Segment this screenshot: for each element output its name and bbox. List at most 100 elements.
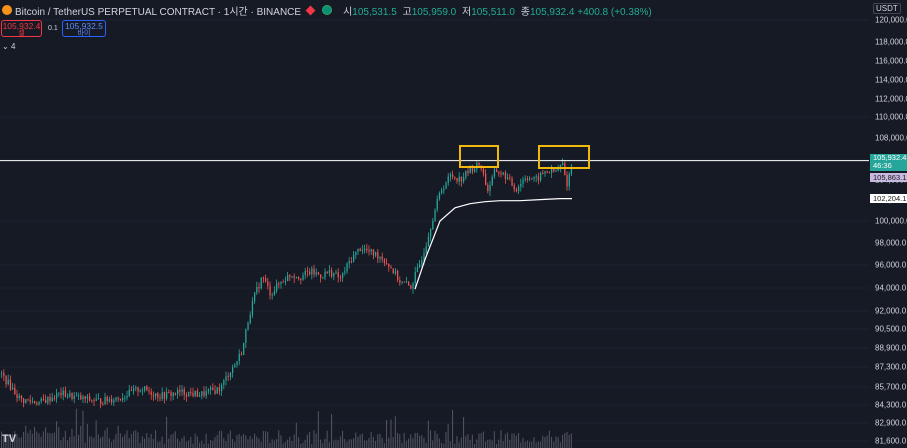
volume-bar — [337, 440, 339, 448]
chart-header: Bitcoin / TetherUS PERPETUAL CONTRACT · … — [0, 0, 652, 20]
buy-button[interactable]: 105,932.5 바이 — [62, 20, 106, 37]
candle-body — [513, 185, 515, 190]
buy-label: 바이 — [77, 30, 91, 37]
price-axis-tick: 110,000.0 — [875, 112, 907, 122]
volume-bar — [535, 442, 537, 448]
volume-bar — [564, 432, 566, 448]
volume-bar — [152, 438, 154, 448]
volume-bar — [309, 431, 311, 448]
volume-bar — [16, 433, 18, 448]
candle-body — [210, 387, 212, 390]
price-axis-tick: 100,000.0 — [875, 216, 907, 226]
volume-bar — [139, 442, 141, 448]
candle-body — [322, 277, 324, 279]
volume-bar — [482, 431, 484, 448]
ohlc-close-value: 105,932.4 +400.8 (+0.38%) — [529, 6, 652, 18]
volume-bar — [480, 433, 482, 448]
candle-body — [104, 396, 106, 405]
candle-body — [280, 281, 282, 285]
candle-body — [269, 285, 271, 296]
candle-body — [504, 172, 507, 179]
candle-body — [163, 392, 166, 399]
volume-bar — [56, 421, 58, 448]
price-axis-tick: 112,000.0 — [875, 94, 907, 104]
ohlc-low-key: 저 — [462, 6, 472, 18]
candle-body — [144, 386, 146, 391]
volume-bar — [97, 434, 99, 448]
candle-body — [227, 376, 229, 378]
volume-bar — [49, 433, 51, 448]
bitcoin-icon — [2, 5, 12, 15]
candle-body — [155, 393, 157, 397]
candle-body — [260, 277, 262, 289]
candle-body — [353, 254, 355, 262]
currency-selector[interactable]: USDT — [873, 3, 901, 14]
flag-icon[interactable] — [305, 5, 316, 15]
volume-bar — [205, 433, 207, 448]
volume-bar — [280, 435, 282, 448]
sell-label: 셀 — [18, 30, 25, 37]
candle-body — [93, 400, 95, 402]
volume-bar — [269, 442, 271, 448]
volume-bar — [520, 442, 522, 448]
volume-bar — [335, 439, 337, 448]
candle-body — [14, 387, 16, 395]
volume-bar — [328, 441, 330, 448]
candle-body — [368, 250, 370, 252]
sell-price: 105,932.4 — [2, 21, 41, 31]
symbol-title[interactable]: Bitcoin / TetherUS PERPETUAL CONTRACT · … — [15, 6, 302, 18]
candle-body — [205, 391, 207, 396]
candle-body — [67, 396, 69, 398]
volume-bar — [403, 432, 405, 448]
volume-bar — [93, 437, 95, 448]
volume-bar — [60, 440, 62, 448]
candle-body — [80, 395, 82, 400]
candle-body — [416, 267, 419, 273]
candle-body — [174, 392, 177, 395]
volume-bar — [502, 441, 504, 448]
volume-bar — [333, 440, 335, 448]
candle-body — [476, 162, 478, 169]
vwap-price-tag: 102,204.1 — [870, 194, 907, 203]
volume-bar — [194, 433, 196, 448]
candle-body — [452, 174, 454, 178]
volume-bar — [447, 423, 449, 448]
volume-bar — [388, 437, 390, 448]
candle-body — [570, 166, 573, 175]
indicator-collapse-button[interactable]: ⌄ 4 — [2, 42, 16, 51]
candle-body — [276, 283, 278, 292]
volume-bar — [7, 435, 9, 448]
volume-bar — [71, 428, 73, 448]
candle-body — [262, 277, 265, 279]
volume-bar — [412, 438, 414, 448]
price-axis[interactable] — [869, 0, 907, 448]
candle-body — [403, 281, 405, 283]
volume-bar — [84, 442, 86, 448]
candle-body — [141, 390, 144, 392]
volume-bar — [80, 426, 82, 448]
volume-bar — [155, 430, 157, 448]
volume-bar — [260, 442, 262, 448]
volume-bar — [419, 435, 421, 448]
vwap-line — [414, 197, 573, 290]
candle-body — [216, 387, 218, 394]
volume-bar — [511, 433, 513, 448]
candle-body — [348, 261, 350, 264]
candle-body — [344, 271, 346, 273]
candle-body — [115, 397, 117, 401]
candle-body — [128, 389, 130, 397]
candle-body — [190, 391, 192, 393]
candle-body — [212, 387, 214, 391]
candle-body — [465, 170, 467, 178]
volume-bar — [353, 438, 355, 448]
tradingview-logo[interactable]: TV — [2, 433, 17, 445]
volume-bar — [144, 438, 146, 448]
candle-body — [315, 272, 317, 275]
volume-bar — [36, 431, 38, 448]
volume-bar — [467, 434, 469, 448]
sell-button[interactable]: 105,932.4 셀 — [1, 20, 42, 37]
volume-bar — [212, 440, 214, 448]
volume-bar — [562, 434, 564, 448]
candle-body — [62, 390, 64, 396]
